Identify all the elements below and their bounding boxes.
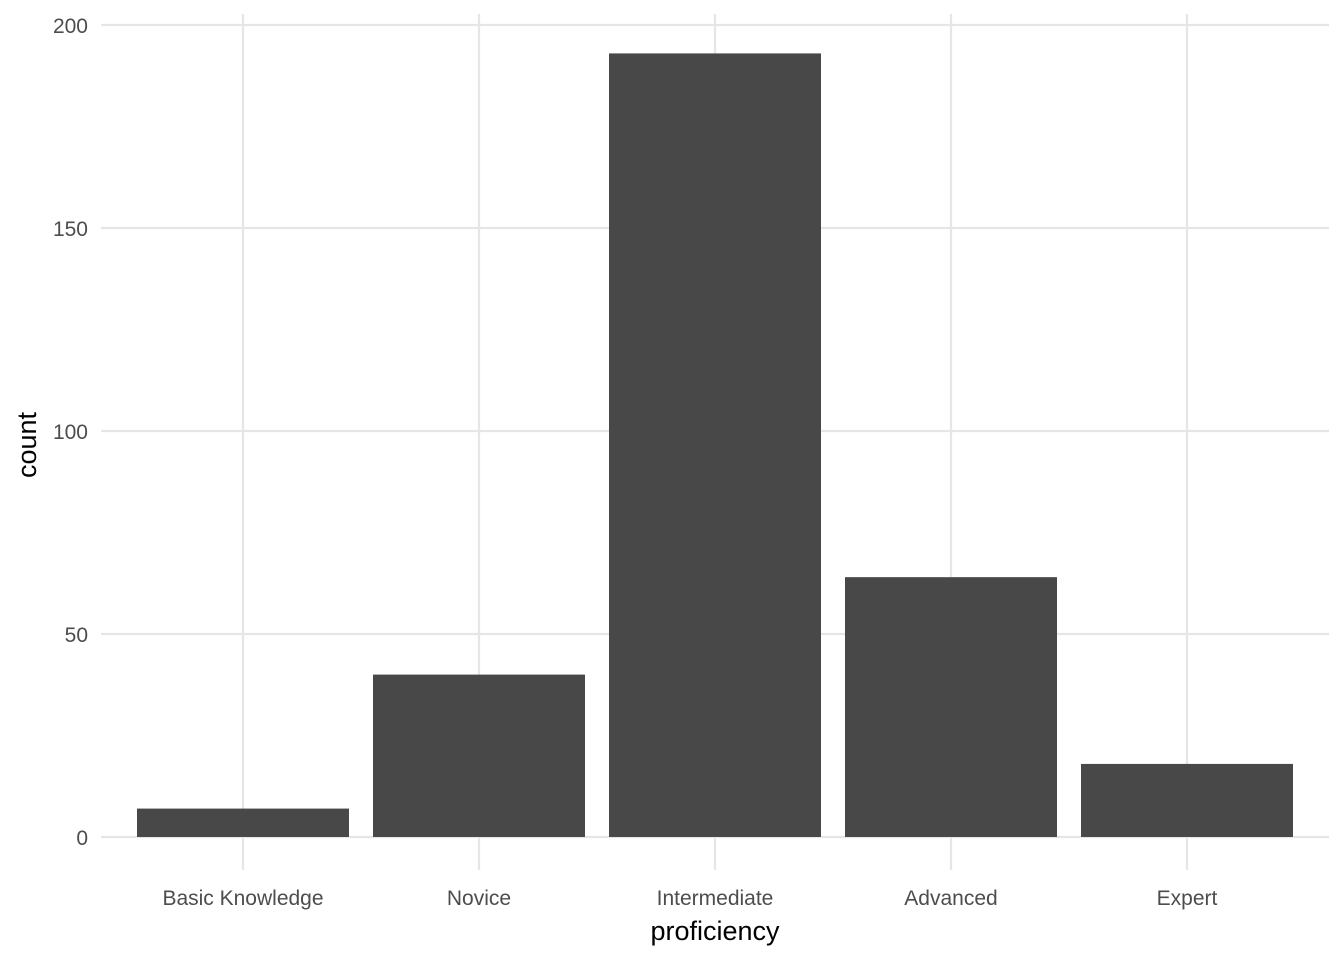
y-tick-label: 50 xyxy=(65,624,88,647)
bar xyxy=(845,577,1057,837)
y-axis-title: count xyxy=(12,411,42,478)
x-tick-label: Basic Knowledge xyxy=(162,887,323,910)
x-axis-tick-labels: Basic Knowledge Novice Intermediate Advance… xyxy=(162,887,1217,910)
bar xyxy=(373,674,585,837)
y-tick-label: 200 xyxy=(53,15,88,38)
y-tick-label: 0 xyxy=(76,827,88,850)
x-tick-label: Advanced xyxy=(904,887,997,910)
x-tick-label: Novice xyxy=(447,887,511,910)
y-tick-label: 100 xyxy=(53,421,88,444)
bar xyxy=(137,808,349,837)
x-tick-label: Expert xyxy=(1157,887,1218,910)
bar xyxy=(1081,763,1293,837)
bar xyxy=(609,53,821,838)
y-tick-label: 150 xyxy=(53,218,88,241)
bars xyxy=(137,53,1293,838)
x-tick-label: Intermediate xyxy=(657,887,774,910)
x-axis-title: proficiency xyxy=(650,916,780,946)
y-axis-tick-labels: 0 50 100 150 200 xyxy=(53,15,88,850)
